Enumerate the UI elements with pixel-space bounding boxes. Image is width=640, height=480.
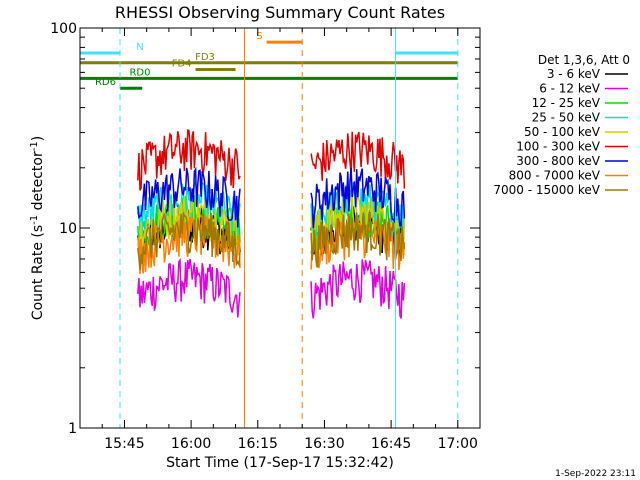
footer-timestamp: 1-Sep-2022 23:11 [555, 469, 636, 479]
y-tick-label: 10 [59, 221, 77, 237]
series-line [310, 216, 406, 271]
x-tick-label: 16:30 [304, 436, 344, 452]
flag-label: FD3 [195, 52, 215, 63]
series-line [137, 166, 241, 228]
series-line [137, 129, 241, 191]
series-line [137, 214, 241, 275]
series-line [310, 167, 406, 229]
chart-title: RHESSI Observing Summary Count Rates [115, 3, 445, 22]
series-line [137, 212, 241, 270]
x-tick-label: 17:00 [438, 436, 478, 452]
x-tick-label: 16:45 [371, 436, 411, 452]
x-tick-label: 15:45 [104, 436, 144, 452]
series-line [310, 211, 406, 268]
legend-entry-label: 100 - 300 keV [516, 140, 600, 154]
flag-label: RD0 [129, 67, 150, 78]
legend-entry-label: 25 - 50 keV [532, 111, 601, 125]
legend-entry-label: 6 - 12 keV [539, 82, 601, 96]
legend-entry-label: 800 - 7000 keV [509, 169, 601, 183]
series-line [310, 259, 406, 319]
flag-label: RD6 [95, 77, 116, 88]
y-tick-label: 100 [50, 21, 77, 37]
legend-entry-label: 12 - 25 keV [532, 96, 601, 110]
x-axis-label: Start Time (17-Sep-17 15:32:42) [166, 455, 394, 471]
flag-label: FD4 [172, 59, 192, 70]
y-axis-label: Count Rate (s-1 detector-1) [29, 136, 46, 320]
legend-entry-label: 7000 - 15000 keV [493, 183, 600, 197]
legend-entry-label: 50 - 100 keV [524, 125, 601, 139]
x-tick-label: 16:15 [238, 436, 278, 452]
flag-label: S [256, 31, 262, 42]
flag-label: N [136, 42, 143, 53]
legend-entry-label: 300 - 800 keV [516, 154, 600, 168]
y-tick-label: 1 [68, 421, 77, 437]
legend-entry-label: 3 - 6 keV [547, 67, 601, 81]
legend-title: Det 1,3,6, Att 0 [538, 53, 630, 67]
series-line [137, 257, 241, 318]
series-line [310, 131, 406, 189]
x-tick-label: 16:00 [171, 436, 211, 452]
